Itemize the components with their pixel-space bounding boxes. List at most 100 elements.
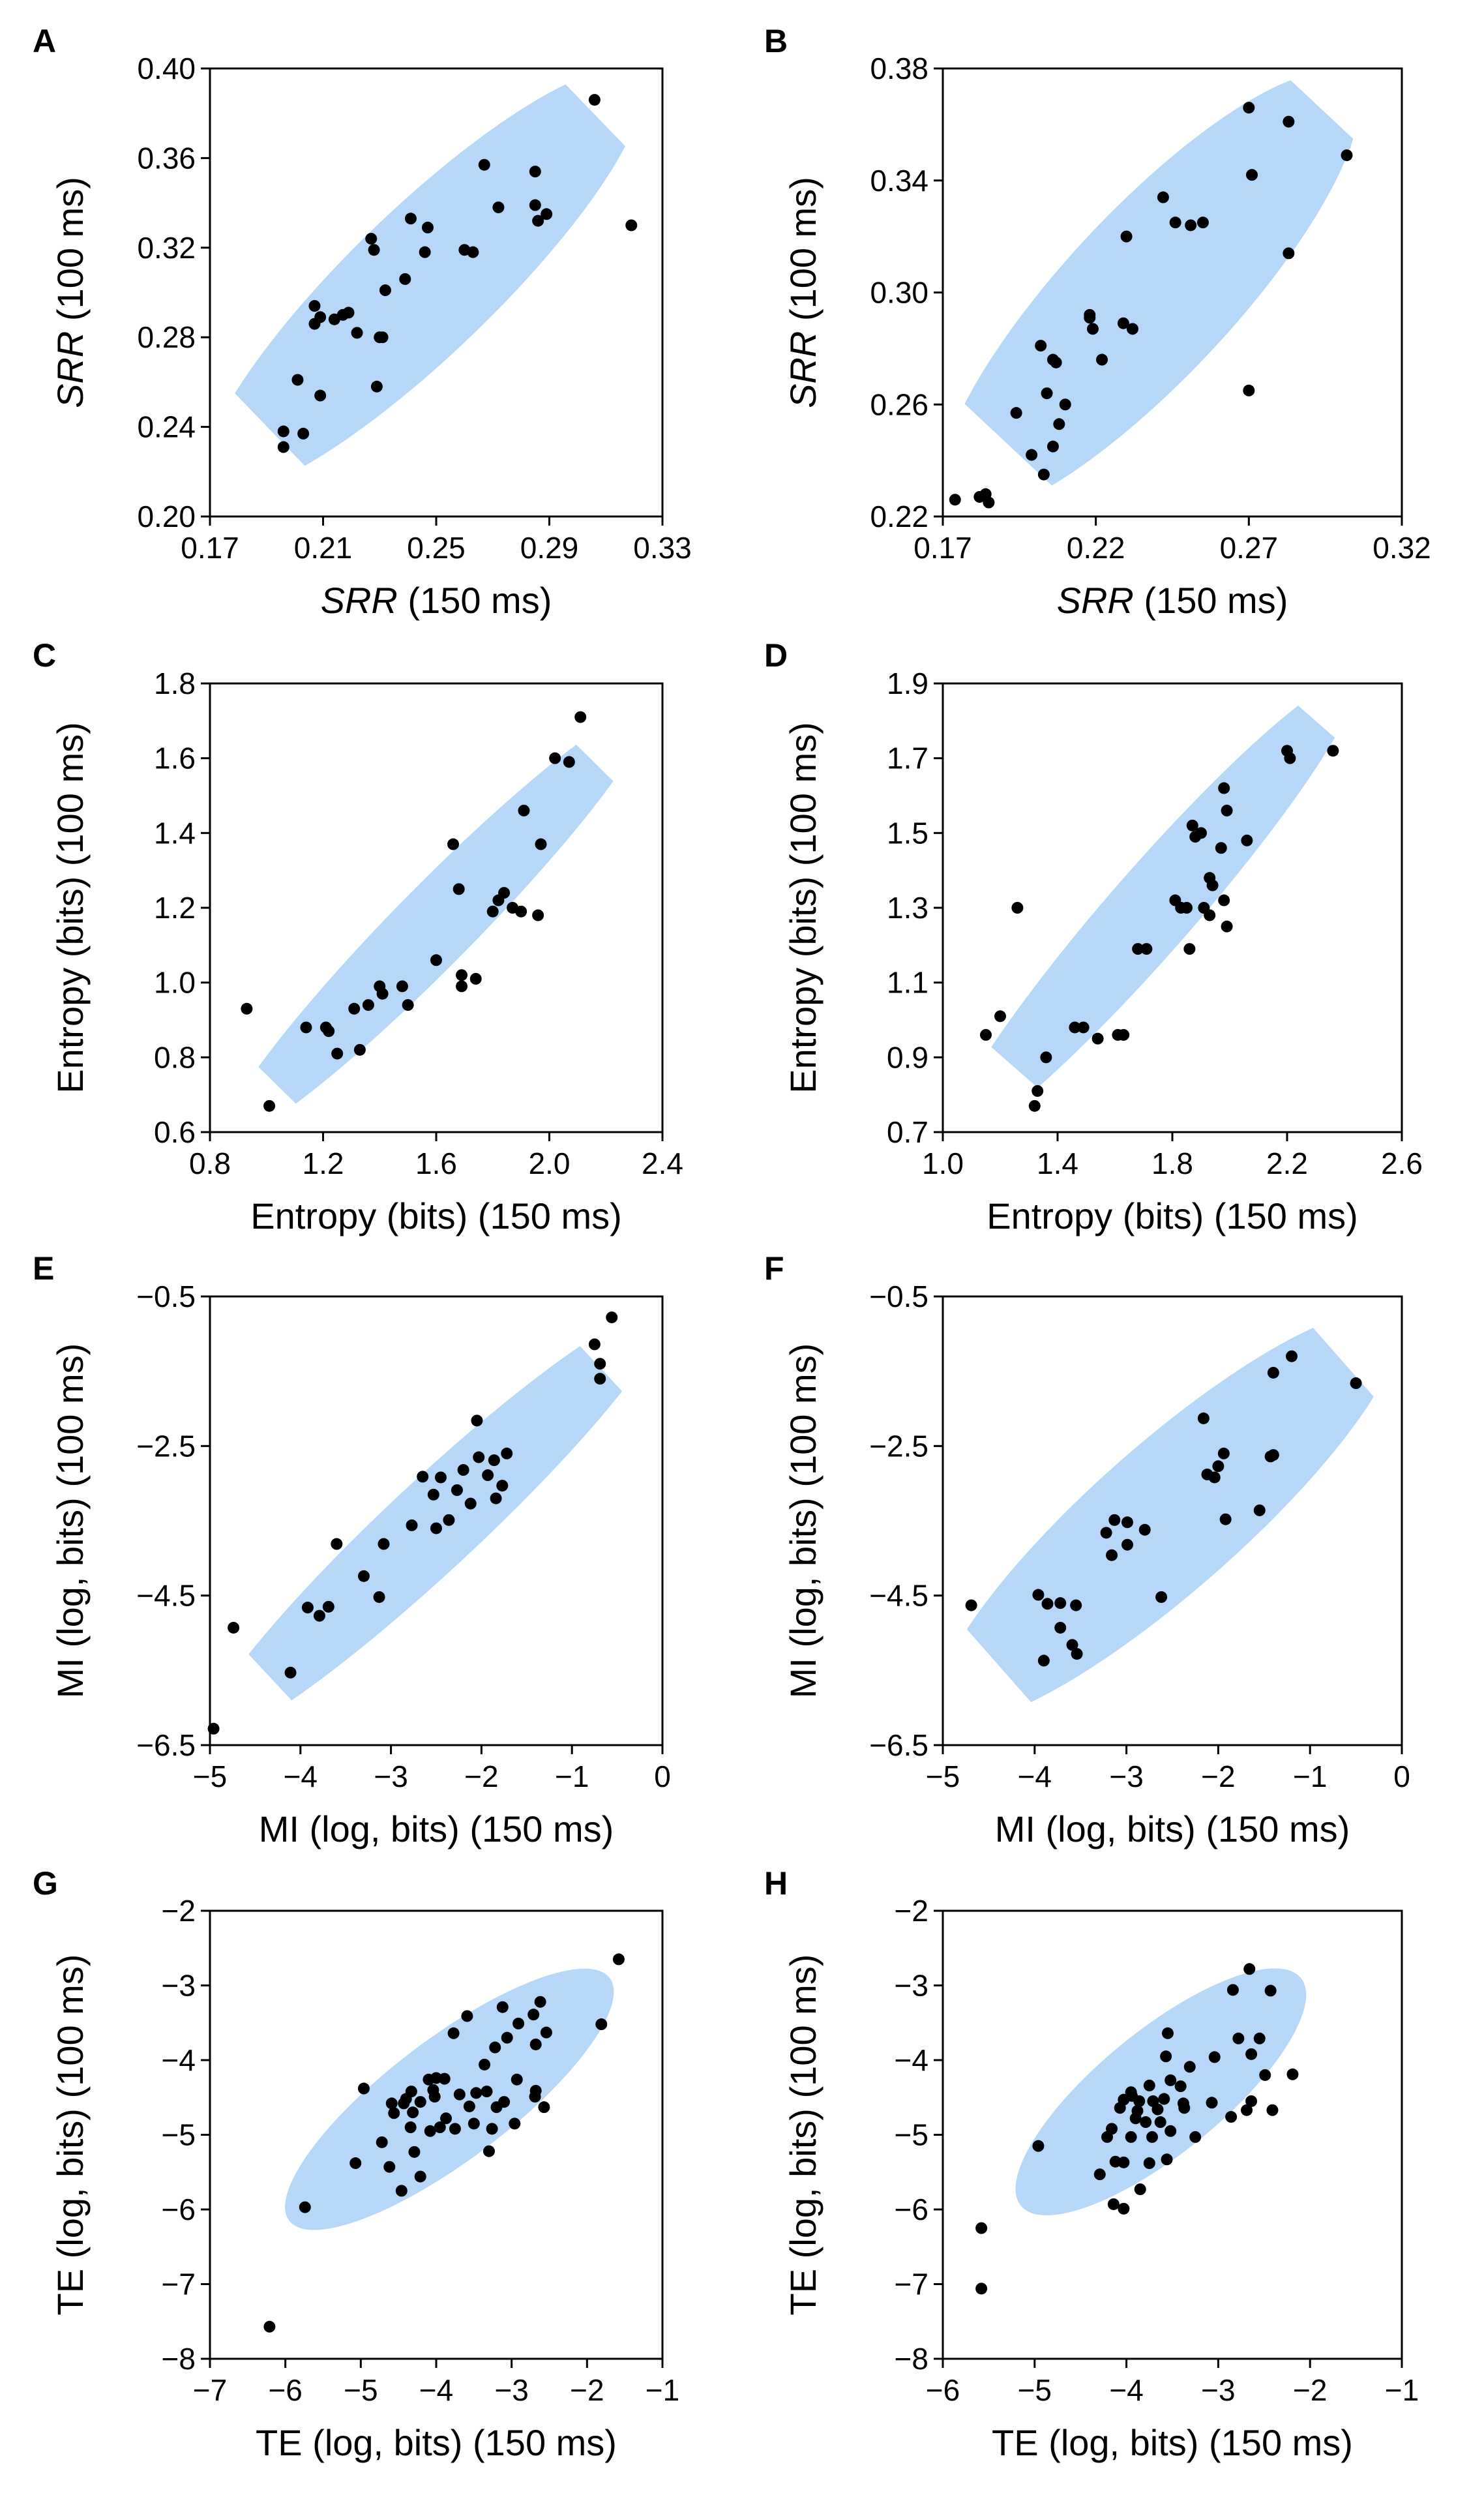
y-tick-label: 1.8 xyxy=(154,666,196,700)
y-tick-label: 1.0 xyxy=(154,966,196,1000)
y-tick-label: −4.5 xyxy=(869,1579,928,1613)
x-axis-title: Entropy (bits) (150 ms) xyxy=(250,1195,622,1236)
y-tick-label: −0.5 xyxy=(869,1279,928,1313)
data-point xyxy=(1245,2095,1258,2107)
data-point xyxy=(463,2100,475,2112)
y-tick-label: 0.40 xyxy=(137,52,196,85)
data-point xyxy=(228,1621,240,1634)
data-point xyxy=(549,752,561,764)
data-point xyxy=(515,905,527,918)
data-point xyxy=(1040,1051,1052,1064)
data-point xyxy=(469,972,482,985)
data-point xyxy=(1350,1377,1362,1390)
data-point xyxy=(376,2136,388,2148)
data-point xyxy=(482,2145,495,2157)
data-point xyxy=(532,215,544,227)
panel-f: −5 −4 −3 −2 −1 0 −0.5 −2.5 −4.5 −6.5 MI (log, bits… xyxy=(764,1250,1410,1849)
y-tick-label: 0.8 xyxy=(154,1040,196,1074)
x-tick-label: −1 xyxy=(1385,2373,1419,2407)
y-tick-label: −6 xyxy=(895,2192,928,2226)
data-point xyxy=(331,1047,344,1060)
data-point xyxy=(1208,2051,1221,2063)
x-tick-label: 1.2 xyxy=(303,1146,344,1180)
data-point xyxy=(965,1599,977,1611)
y-tick-label: 1.4 xyxy=(154,816,196,850)
data-point xyxy=(277,441,289,453)
data-point xyxy=(1243,384,1255,397)
data-point xyxy=(1054,1597,1067,1609)
x-tick-label: −4 xyxy=(419,2373,453,2407)
data-point xyxy=(490,1492,502,1504)
panel-letter: G xyxy=(33,1865,58,1902)
data-point xyxy=(1169,217,1181,229)
data-point xyxy=(1243,102,1255,114)
data-point xyxy=(453,883,465,895)
data-point xyxy=(1189,831,1202,843)
data-point xyxy=(1197,1412,1209,1424)
data-point xyxy=(1140,2116,1152,2129)
data-point xyxy=(973,490,986,503)
data-point xyxy=(467,2117,480,2130)
data-point xyxy=(612,1953,625,1966)
data-point xyxy=(443,1514,455,1526)
data-point xyxy=(1286,2068,1299,2080)
x-axis-title: SRR (150 ms) xyxy=(321,580,552,621)
y-tick-label: −6 xyxy=(162,2192,196,2226)
confidence-ellipse xyxy=(285,1968,614,2230)
panel-c: 0.8 1.2 1.6 2.0 2.40.60.81.01.21.41.61.8Entr… xyxy=(33,637,683,1236)
data-point xyxy=(1138,1523,1151,1536)
x-tick-label: −4 xyxy=(284,1759,318,1793)
y-tick-label: −2 xyxy=(895,1894,928,1928)
data-point xyxy=(1117,317,1129,329)
data-point xyxy=(453,2088,466,2101)
data-point xyxy=(374,980,386,993)
data-point xyxy=(1178,2102,1191,2114)
data-point xyxy=(1206,879,1219,891)
x-axis-title-text: (150 ms) xyxy=(1134,580,1288,621)
data-point xyxy=(1259,2069,1271,2081)
data-point xyxy=(1100,1527,1112,1539)
data-point xyxy=(482,1469,494,1482)
y-axis-title-text: (100 ms) xyxy=(50,177,91,331)
data-point xyxy=(511,2073,523,2086)
confidence-ellipse xyxy=(949,678,1356,1142)
y-tick-label: −5 xyxy=(895,2118,928,2152)
data-point xyxy=(388,2107,400,2119)
x-axis-title-text: Entropy (bits) (150 ms) xyxy=(250,1195,622,1236)
data-point xyxy=(349,2157,362,2170)
y-axis-title: Entropy (bits) (100 ms) xyxy=(50,722,91,1094)
x-tick-label: −5 xyxy=(344,2373,378,2407)
data-point xyxy=(323,1025,335,1038)
data-point xyxy=(541,208,553,220)
data-point xyxy=(1217,1447,1230,1459)
data-point xyxy=(473,1451,485,1463)
x-tick-label: 0.27 xyxy=(1220,531,1279,565)
data-point xyxy=(308,300,321,312)
data-point xyxy=(348,1002,361,1015)
data-point xyxy=(342,307,355,319)
y-tick-label: 0.36 xyxy=(137,141,196,175)
data-point xyxy=(447,838,460,850)
data-point xyxy=(1226,1984,1239,1996)
data-point xyxy=(1101,2131,1114,2143)
x-axis-title-text: MI (log, bits) (150 ms) xyxy=(995,1808,1350,1849)
data-point xyxy=(1245,2048,1258,2060)
x-axis-title-text: Entropy (bits) (150 ms) xyxy=(987,1195,1358,1236)
data-point xyxy=(402,999,414,1011)
data-point xyxy=(1146,2131,1159,2143)
data-point xyxy=(447,2027,460,2039)
data-point xyxy=(527,2009,540,2021)
data-point xyxy=(470,2087,482,2099)
y-tick-label: 0.26 xyxy=(870,387,928,421)
x-tick-label: −2 xyxy=(570,2373,604,2407)
data-point xyxy=(501,2031,513,2044)
data-point xyxy=(1133,2095,1146,2107)
data-point xyxy=(488,1454,500,1467)
data-point xyxy=(588,94,601,106)
data-point xyxy=(1215,842,1227,854)
data-point xyxy=(486,2123,498,2135)
y-tick-label: −8 xyxy=(162,2342,196,2376)
y-tick-label: −3 xyxy=(895,1969,928,2003)
data-point xyxy=(1253,1504,1266,1516)
panel-g: −7 −6 −5 −4 −3 −2 −1−8−7−6−5−4−3−2TE (log, bit… xyxy=(33,1865,679,2463)
